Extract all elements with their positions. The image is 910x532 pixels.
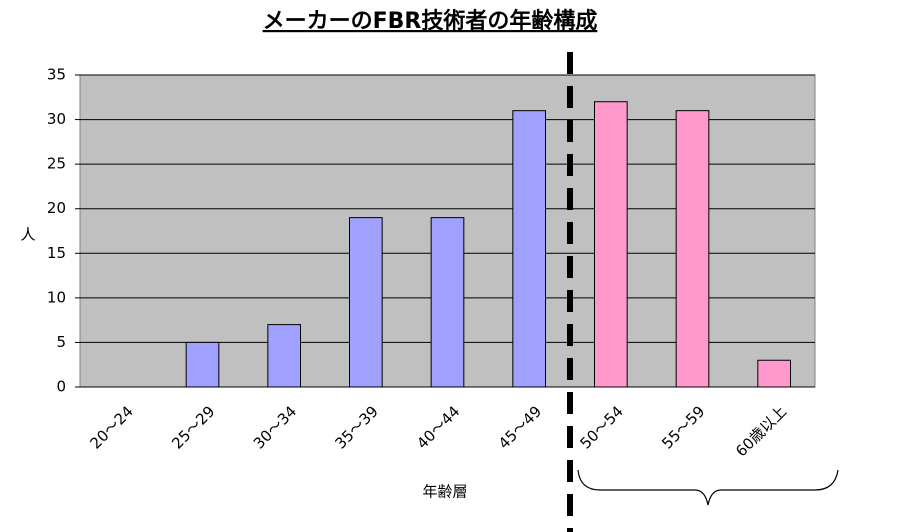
brace [577, 469, 839, 506]
x-tick-label: 20～24 [87, 402, 137, 452]
x-tick-label: 35～39 [332, 402, 382, 452]
y-axis-label: 人 [20, 226, 35, 244]
y-tick-label: 35 [47, 66, 66, 84]
y-tick-label: 0 [56, 378, 66, 396]
x-tick-label: 50～54 [577, 402, 627, 452]
bar [512, 110, 546, 388]
x-tick-label: 40～44 [413, 402, 463, 452]
x-tick-label: 25～29 [168, 402, 218, 452]
bar [349, 217, 383, 388]
chart-title: メーカーのFBR技術者の年齢構成 [263, 8, 598, 34]
x-tick-label: 30～34 [250, 402, 300, 452]
bar [430, 217, 465, 388]
y-tick-label: 25 [47, 155, 66, 173]
bar [675, 110, 710, 388]
y-tick-label: 30 [47, 110, 66, 128]
bar [185, 341, 220, 388]
y-tick-label: 10 [47, 288, 66, 306]
x-tick-label: 60歳以上 [732, 402, 790, 460]
y-tick-label: 20 [47, 199, 66, 217]
y-tick-label: 15 [47, 244, 66, 262]
x-tick-label: 55～59 [658, 402, 708, 452]
x-tick-label: 45～49 [495, 402, 545, 452]
bar [267, 324, 302, 388]
bar [757, 359, 791, 388]
bar [594, 101, 628, 388]
x-axis-label: 年齢層 [422, 483, 467, 501]
y-tick-label: 5 [56, 333, 66, 351]
